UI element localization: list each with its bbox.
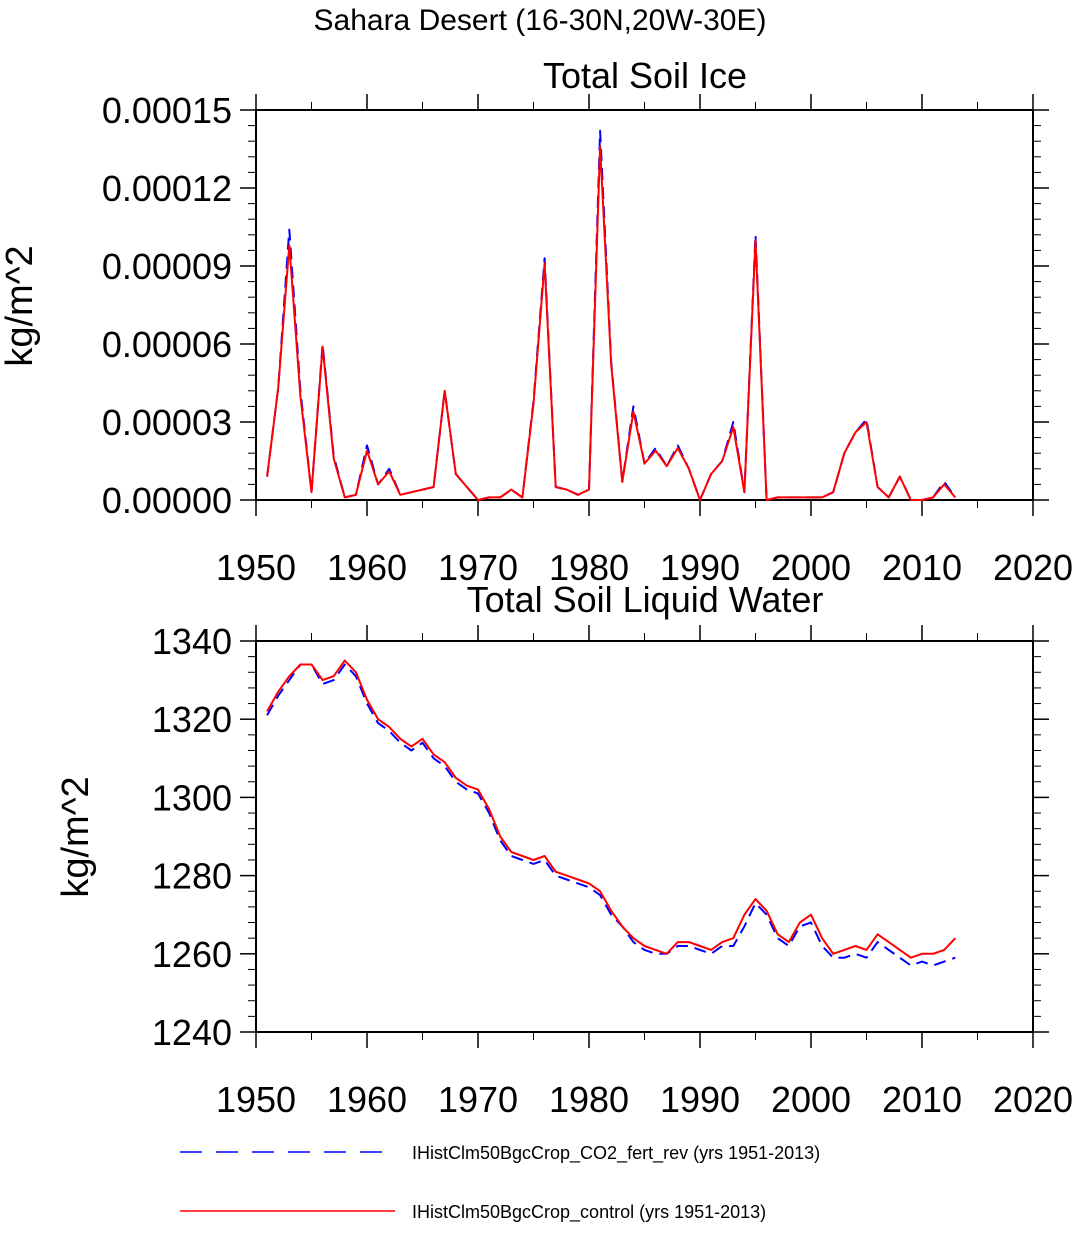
y-tick-label: 1300 — [152, 777, 232, 818]
legend-label-co2-fert-rev: IHistClm50BgcCrop_CO2_fert_rev (yrs 1951… — [412, 1143, 820, 1164]
y-tick-label: 1320 — [152, 699, 232, 740]
x-tick-label: 1980 — [549, 1079, 629, 1120]
panel-total-soil-ice: Total Soil Ice kg/m^2 1950 1960 1970 1980 19… — [0, 55, 1073, 588]
y-tick-label: 1240 — [152, 1012, 232, 1053]
x-tick-label: 1970 — [438, 1079, 518, 1120]
plot-frame — [255, 109, 1034, 501]
y-tick-label: 0.00006 — [102, 324, 232, 365]
plot-area: 1950 1960 1970 1980 1990 2000 2010 2020 1240 1260… — [152, 621, 1073, 1120]
x-tick-label: 1950 — [216, 1079, 296, 1120]
plot-area: 1950 1960 1970 1980 1990 2000 2010 2020 0.00000 0… — [102, 90, 1073, 588]
y-tick-label: 1340 — [152, 621, 232, 662]
x-tick-label: 1980 — [549, 547, 629, 588]
x-tick-label: 2020 — [993, 547, 1073, 588]
panel-total-soil-liquid-water: Total Soil Liquid Water kg/m^2 1950 1960 1… — [55, 579, 1073, 1120]
y-tick-label: 0.00009 — [102, 246, 232, 287]
y-tick-label: 0.00012 — [102, 168, 232, 209]
x-tick-label: 2000 — [771, 1079, 851, 1120]
y-tick-label: 1280 — [152, 856, 232, 897]
y-axis-label: kg/m^2 — [0, 245, 41, 366]
panel-title: Total Soil Ice — [543, 55, 747, 96]
x-tick-label: 1950 — [216, 547, 296, 588]
x-tick-label: 2000 — [771, 547, 851, 588]
x-tick-label: 1990 — [660, 547, 740, 588]
plot-frame — [255, 640, 1034, 1033]
x-tick-label: 1960 — [327, 1079, 407, 1120]
y-tick-label: 1260 — [152, 934, 232, 975]
x-tick-label: 2010 — [882, 1079, 962, 1120]
x-tick-label: 1970 — [438, 547, 518, 588]
series-line-control — [266, 145, 957, 501]
legend-label-control: IHistClm50BgcCrop_control (yrs 1951-2013… — [412, 1202, 766, 1223]
y-tick-label: 0.00003 — [102, 402, 232, 443]
series-line-co2-fert-rev — [266, 663, 956, 967]
x-tick-label: 2010 — [882, 547, 962, 588]
y-tick-label: 0.00000 — [102, 480, 232, 521]
y-tick-label: 0.00015 — [102, 90, 232, 131]
x-tick-label: 1960 — [327, 547, 407, 588]
figure-suptitle: Sahara Desert (16-30N,20W-30E) — [314, 4, 767, 37]
y-axis-label: kg/m^2 — [55, 776, 97, 897]
series-line-co2-fert-rev — [266, 129, 957, 501]
x-tick-label: 1990 — [660, 1079, 740, 1120]
panel-title: Total Soil Liquid Water — [467, 579, 824, 620]
legend: IHistClm50BgcCrop_CO2_fert_rev (yrs 1951… — [180, 1143, 820, 1223]
series-line-control — [266, 659, 957, 959]
x-tick-label: 2020 — [993, 1079, 1073, 1120]
